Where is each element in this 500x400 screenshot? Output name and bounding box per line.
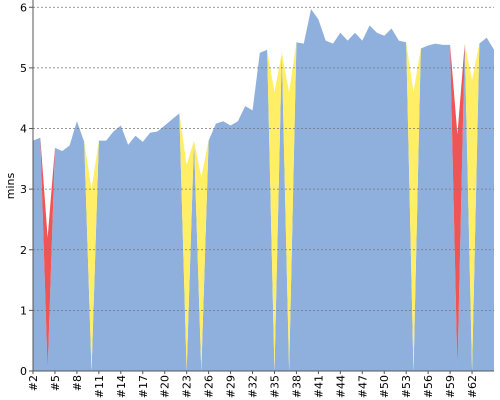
x-tick-label: #26 — [203, 375, 216, 398]
y-tick-label: 0 — [20, 365, 27, 378]
x-tick-label: #23 — [181, 375, 194, 398]
y-tick-label: 5 — [20, 62, 27, 75]
x-tick-label: #35 — [268, 375, 281, 398]
y-tick-label: 4 — [20, 123, 27, 136]
x-tick-label: #56 — [422, 375, 435, 398]
y-tick-label: 2 — [20, 244, 27, 257]
x-tick-label: #11 — [93, 375, 106, 398]
x-tick-label: #29 — [225, 375, 238, 398]
x-tick-label: #17 — [137, 375, 150, 398]
y-tick-label: 6 — [20, 1, 27, 14]
x-tick-label: #20 — [159, 375, 172, 398]
x-tick-label: #62 — [466, 375, 479, 398]
x-tick-label: #44 — [334, 375, 347, 398]
x-tick-label: #8 — [71, 375, 84, 391]
y-tick-label: 1 — [20, 304, 27, 317]
area — [33, 9, 494, 371]
x-tick-label: #53 — [400, 375, 413, 398]
x-tick-label: #38 — [290, 375, 303, 398]
y-axis-label: mins — [4, 172, 17, 199]
x-tick-label: #47 — [356, 375, 369, 398]
x-tick-label: #5 — [49, 375, 62, 391]
x-tick-label: #14 — [115, 375, 128, 398]
x-tick-label: #41 — [312, 375, 325, 398]
x-tick-label: #59 — [444, 375, 457, 398]
y-tick-label: 3 — [20, 183, 27, 196]
x-tick-label: #32 — [247, 375, 260, 398]
x-tick-label: #50 — [378, 375, 391, 398]
x-tick-label: #2 — [27, 375, 40, 391]
